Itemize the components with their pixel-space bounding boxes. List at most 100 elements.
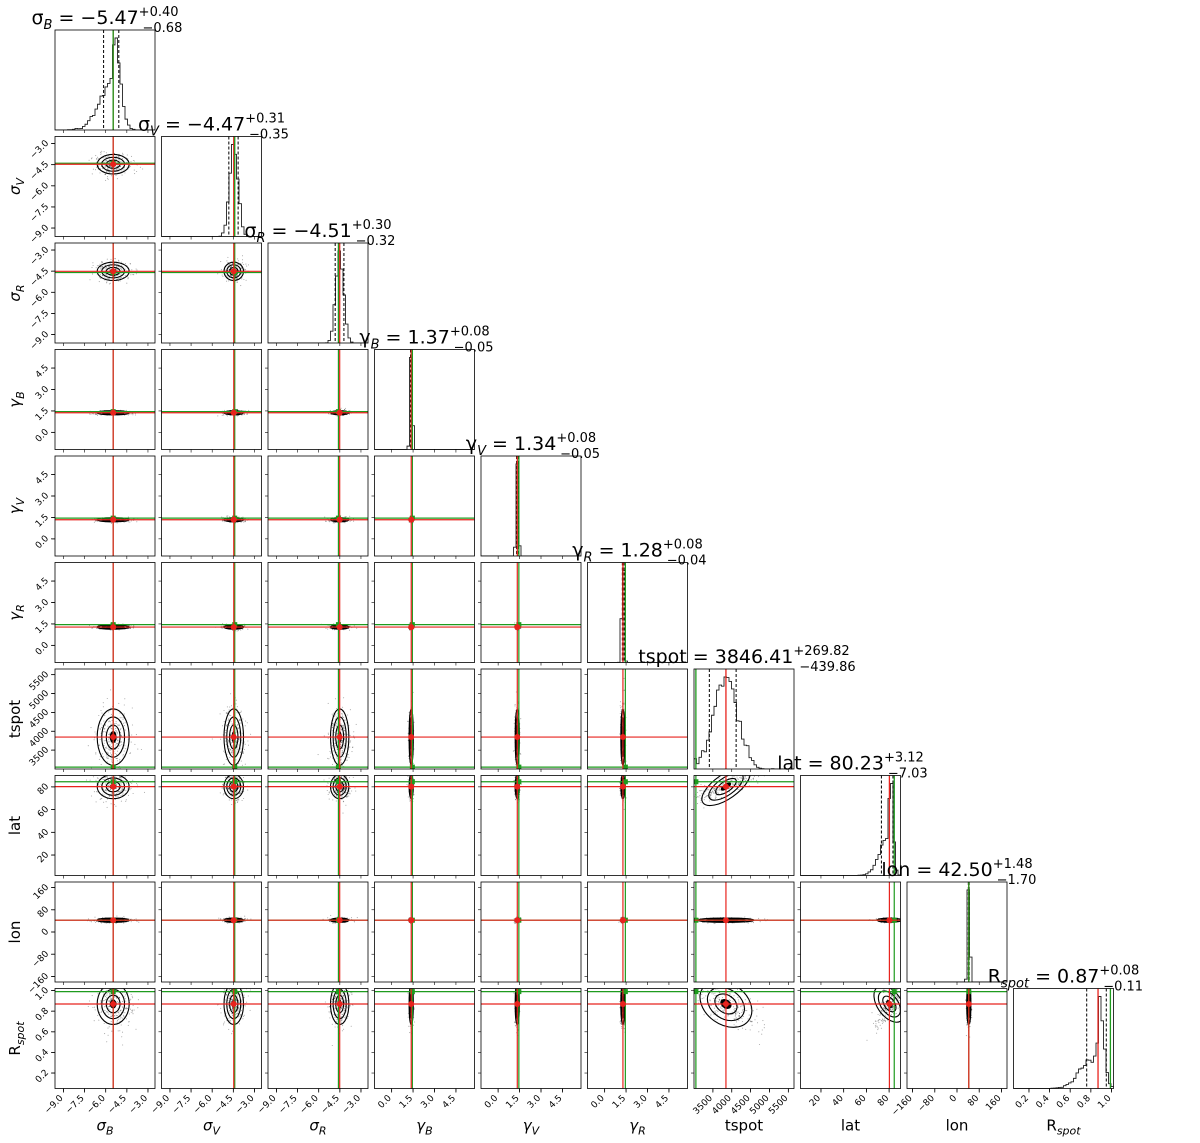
sample-point [349, 709, 351, 711]
sample-point [132, 159, 134, 162]
sample-point [235, 741, 237, 743]
sample-point [108, 740, 110, 742]
sample-point [231, 729, 233, 731]
sample-point [103, 161, 105, 163]
sample-point [331, 713, 333, 715]
sample-point [223, 521, 225, 523]
sample-point [236, 281, 238, 283]
sample-point [236, 263, 238, 265]
sample-point [124, 745, 126, 747]
sample-point [228, 264, 230, 266]
sample-point [230, 275, 232, 277]
sample-point [101, 712, 103, 714]
hist-panel-gamma_V [481, 456, 581, 556]
sample-point [107, 164, 109, 166]
sample-point [238, 738, 240, 740]
sample-point [102, 265, 104, 267]
sample-point [343, 724, 345, 726]
sample-point [114, 749, 116, 751]
sample-point [347, 714, 349, 716]
sample-point [103, 720, 105, 722]
sample-point [116, 168, 119, 170]
sample-point [231, 262, 233, 264]
scatter-panel-sigma_R-gamma_V [268, 456, 368, 556]
sample-point [344, 516, 346, 518]
sample-point [109, 744, 111, 746]
sample-point [121, 744, 123, 746]
sample-point [325, 520, 327, 522]
sample-point [325, 520, 327, 522]
sample-point [336, 716, 338, 718]
sample-point [226, 262, 228, 264]
sample-point [120, 734, 123, 736]
sample-point [247, 264, 250, 266]
sample-point [88, 159, 90, 161]
sample-point [134, 743, 136, 745]
sample-point [238, 269, 240, 271]
sample-point [349, 734, 351, 736]
sample-point [243, 521, 245, 523]
axes-frame [161, 242, 262, 344]
hist-bg [374, 349, 475, 450]
scatter-panel-sigma_R-gamma_B [268, 349, 368, 450]
sample-point [119, 717, 121, 719]
sample-point [238, 719, 240, 721]
sample-point [335, 747, 337, 749]
sample-point [124, 274, 126, 277]
sample-point [97, 157, 99, 159]
sample-point [113, 725, 115, 727]
sample-point [105, 159, 107, 161]
sample-point [236, 748, 238, 751]
sample-point [343, 729, 345, 731]
sample-point [228, 268, 230, 270]
sample-point [103, 745, 105, 747]
sample-point [227, 269, 229, 271]
sample-point [324, 516, 326, 518]
sample-point [225, 740, 227, 742]
sample-point [127, 414, 129, 416]
sample-point [110, 713, 112, 715]
panel-bg [55, 349, 155, 450]
sample-point [246, 413, 248, 415]
sample-point [133, 169, 135, 171]
sample-point [239, 720, 241, 722]
sample-point [237, 415, 239, 417]
sample-point [107, 752, 109, 754]
sample-point [108, 265, 110, 268]
sample-point [109, 268, 111, 270]
sample-point [224, 738, 227, 740]
sample-point [217, 415, 219, 417]
histogram-sigma_V [161, 144, 262, 237]
sample-point [119, 760, 121, 762]
diag-title-lon: lon = 42.50+1.48 [881, 857, 1032, 881]
sample-point [117, 263, 119, 265]
sample-point [95, 155, 97, 157]
sample-point [333, 715, 336, 717]
sample-point [116, 165, 118, 168]
sample-point [226, 515, 228, 517]
sample-point [119, 729, 121, 731]
hist-panel-sigma_B [55, 30, 155, 130]
hist-bg [800, 775, 901, 876]
sample-point [231, 741, 233, 743]
sample-point [224, 409, 226, 411]
sample-point [99, 151, 102, 153]
diag-title-minus-sigma_V: −0.35 [249, 128, 289, 143]
sample-point [230, 752, 232, 754]
sample-point [237, 727, 239, 729]
sample-point [336, 415, 338, 417]
sample-point [327, 702, 329, 704]
sample-point [103, 157, 105, 159]
sample-point [135, 734, 137, 736]
hist-bg [907, 882, 1007, 982]
sample-point [108, 749, 110, 751]
sample-point [116, 738, 118, 741]
sample-point [242, 718, 244, 720]
sample-point [132, 627, 135, 629]
sample-point [243, 741, 245, 743]
sample-point [122, 753, 124, 755]
sample-point [226, 260, 228, 262]
diag-title-minus-gamma_V: −0.05 [560, 447, 600, 462]
sample-point [235, 277, 237, 279]
sample-point [93, 521, 95, 523]
